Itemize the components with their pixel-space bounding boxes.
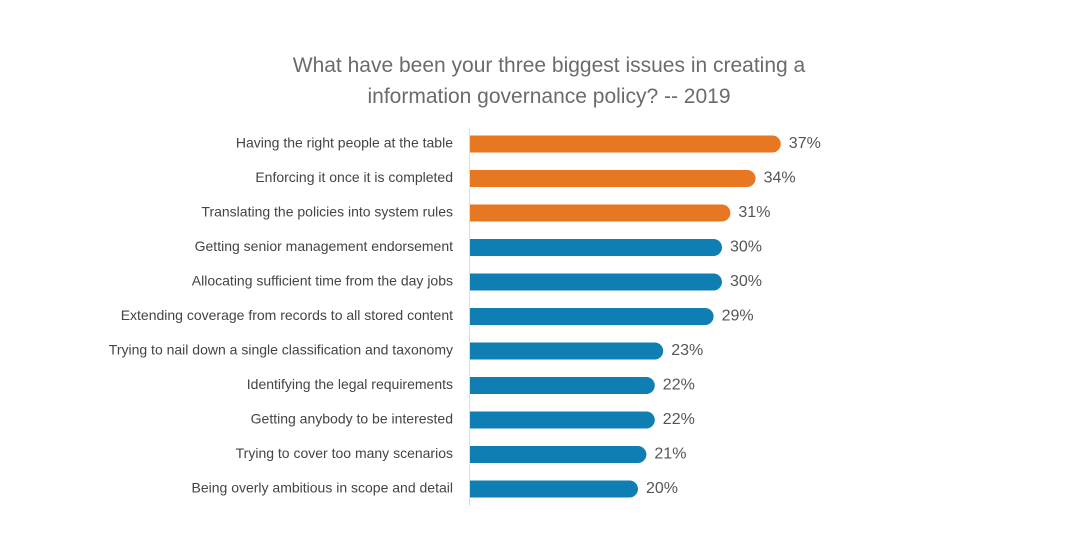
- category-label: Trying to cover too many scenarios: [236, 445, 453, 461]
- category-label: Identifying the legal requirements: [247, 376, 453, 392]
- value-label: 31%: [738, 204, 770, 221]
- bar: [470, 170, 756, 187]
- value-label: 30%: [730, 273, 762, 290]
- value-label: 22%: [663, 377, 695, 394]
- bar: [470, 377, 655, 394]
- category-label: Translating the policies into system rul…: [201, 204, 453, 220]
- value-label: 22%: [663, 411, 695, 428]
- value-label: 37%: [789, 135, 821, 152]
- bar: [470, 308, 714, 325]
- value-label: 29%: [722, 308, 754, 325]
- value-label: 34%: [764, 170, 796, 187]
- chart-title: What have been your three biggest issues…: [292, 54, 806, 108]
- category-label: Allocating sufficient time from the day …: [192, 273, 453, 289]
- bar: [470, 135, 781, 153]
- bar: [470, 446, 647, 463]
- value-label: 21%: [654, 446, 686, 463]
- category-label: Getting senior management endorsement: [195, 238, 453, 254]
- bar: [470, 204, 731, 222]
- category-label: Being overly ambitious in scope and deta…: [192, 480, 454, 496]
- category-label: Getting anybody to be interested: [251, 411, 453, 427]
- bar: [470, 411, 655, 429]
- bar: [470, 273, 722, 291]
- bar: [470, 480, 638, 498]
- category-label: Extending coverage from records to all s…: [121, 307, 453, 323]
- bar: [470, 239, 722, 256]
- value-label: 20%: [646, 480, 678, 497]
- category-label: Having the right people at the table: [236, 135, 453, 151]
- value-label: 23%: [671, 342, 703, 359]
- value-label: 30%: [730, 239, 762, 256]
- category-label: Trying to nail down a single classificat…: [109, 342, 453, 358]
- category-label: Enforcing it once it is completed: [255, 169, 453, 185]
- bar: [470, 342, 664, 360]
